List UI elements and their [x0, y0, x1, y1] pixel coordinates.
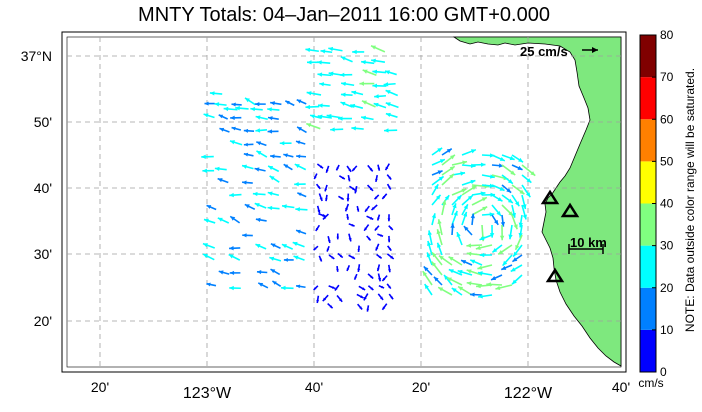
colorbar-unit: cm/s	[638, 376, 663, 390]
lon-label: 122°W	[504, 385, 553, 402]
map-title: MNTY Totals: 04–Jan–2011 16:00 GMT+0.000	[62, 4, 626, 27]
colorbar-tick-label: 50	[660, 154, 674, 168]
distance-scale-label: 10 km	[570, 235, 607, 250]
lat-label: 20'	[34, 313, 52, 329]
colorbar-tick-label: 60	[660, 112, 674, 126]
lat-label: 40'	[34, 180, 52, 196]
colorbar-tick-label: 80	[660, 28, 674, 42]
lon-label: 123°W	[183, 385, 232, 402]
lon-label: 20'	[91, 379, 109, 395]
scale-arrow-label: 25 cm/s	[520, 44, 568, 59]
colorbar-segment	[640, 246, 656, 288]
colorbar-segment	[640, 288, 656, 330]
colorbar-segment	[640, 161, 656, 203]
longitude-labels: 20' 123°W 40' 20' 122°W 40'	[91, 379, 630, 402]
colorbar-segment	[640, 35, 656, 77]
colorbar-tick-label: 20	[660, 281, 674, 295]
colorbar-segment	[640, 330, 656, 372]
colorbar-tick-label: 70	[660, 70, 674, 84]
lat-label: 37°N	[21, 48, 52, 64]
lat-label: 30'	[34, 246, 52, 262]
colorbar-segment	[640, 204, 656, 246]
colorbar-segment	[640, 119, 656, 161]
colorbar-tick-label: 10	[660, 323, 674, 337]
lon-label: 20'	[412, 379, 430, 395]
colorbar-segment	[640, 77, 656, 119]
colorbar-tick-label: 30	[660, 239, 674, 253]
lon-label: 40'	[305, 379, 323, 395]
latitude-labels: 37°N 50' 40' 30' 20'	[21, 48, 52, 329]
lat-label: 50'	[34, 114, 52, 130]
lon-label: 40'	[612, 379, 630, 395]
colorbar-tick-label: 40	[660, 197, 674, 211]
colorbar-note: NOTE: Data outside color range will be s…	[683, 68, 697, 332]
